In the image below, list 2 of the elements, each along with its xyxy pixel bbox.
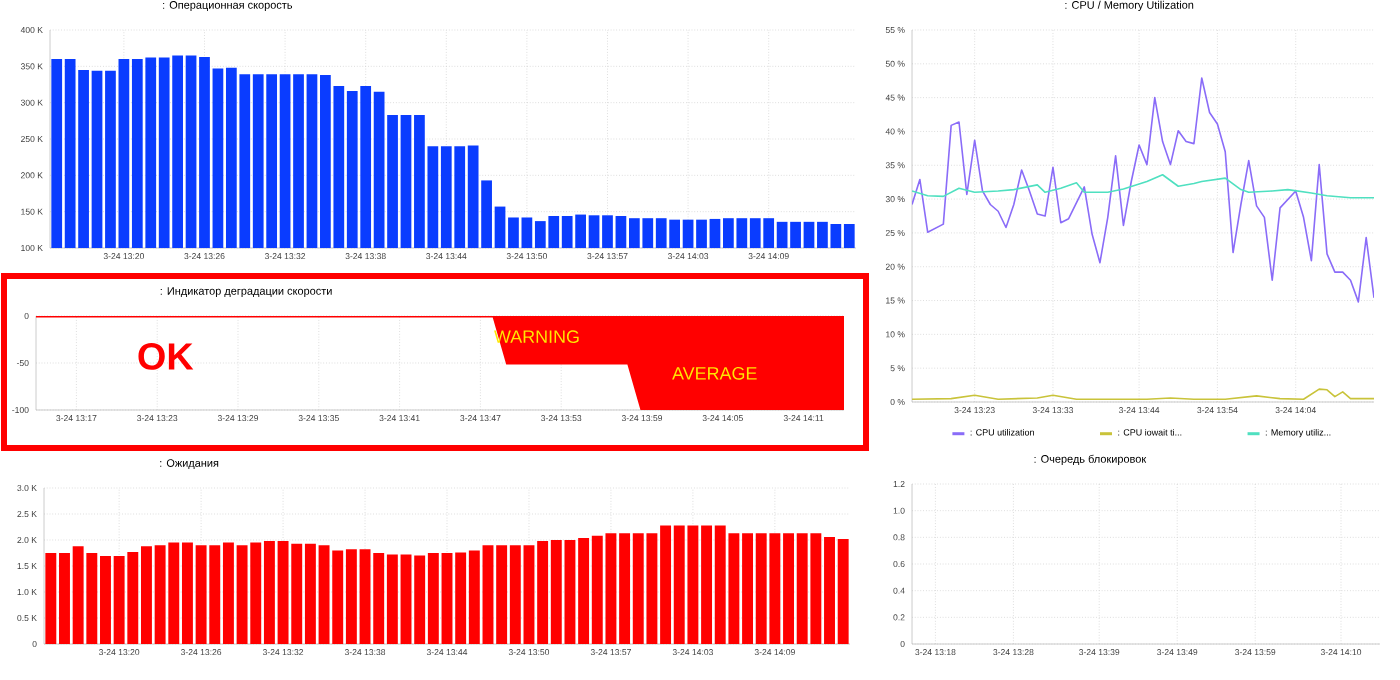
- annotation: OK: [138, 343, 194, 370]
- annotation: AVERAGE: [672, 366, 757, 380]
